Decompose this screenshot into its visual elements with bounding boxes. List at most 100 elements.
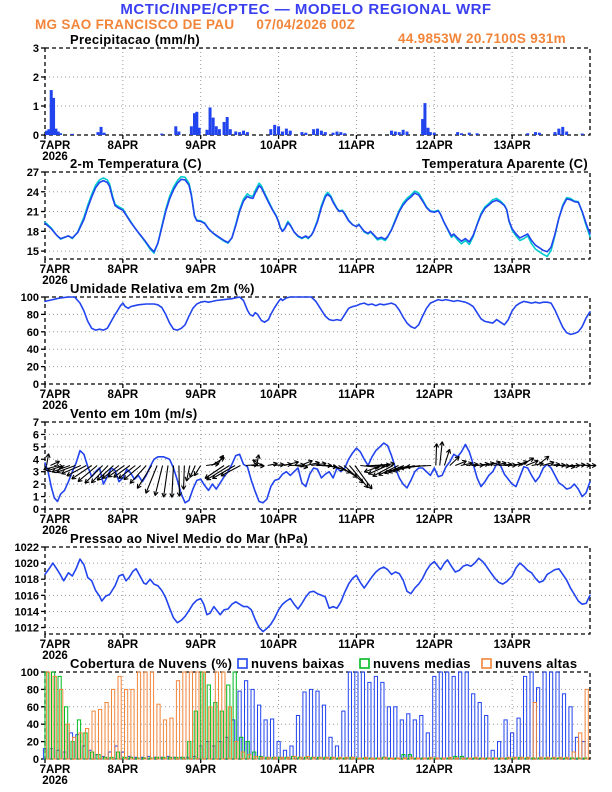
nuvens-xtick: 9APR: [185, 764, 216, 776]
temp-xtick: 11APR: [338, 264, 375, 276]
panel-title-vento: Vento em 10m (m/s): [70, 406, 198, 421]
pressao-xtick: 10APR: [260, 639, 298, 651]
nuvens-plot-frame: [44, 671, 591, 760]
temp-ytick: 21: [27, 207, 39, 219]
vento-ytick: 1: [33, 492, 39, 504]
pressao-nivel-mar-line: [44, 557, 591, 633]
vento-xtick: 8APR: [108, 514, 139, 526]
legend-swatch-nuvens-altas: [481, 658, 492, 669]
umidade-relativa-line: [44, 296, 591, 336]
run-datetime: 07/04/2026 00Z: [256, 17, 356, 32]
nuvens-xtick: 8APR: [108, 764, 139, 776]
temp-ytick: 15: [27, 246, 39, 258]
pressao-xtick: 8APR: [108, 639, 139, 651]
temp-xtick: 9APR: [185, 264, 216, 276]
pressao-xtick: 13APR: [494, 639, 532, 651]
umidade-ytick: 0: [33, 379, 39, 391]
vento-ytick: 7: [33, 417, 39, 429]
pressao-ytick: 1014: [15, 606, 40, 618]
umidade-xtick: 8APR: [108, 389, 139, 401]
pressao-ytick: 1020: [15, 558, 39, 570]
temperatura-2m-line: [44, 178, 591, 253]
temp-plot-frame: [44, 171, 591, 260]
pressao-xtick: 7APR: [40, 639, 71, 651]
temp-xtick: 10APR: [260, 264, 298, 276]
precip-xtick: 9APR: [185, 140, 216, 152]
nuvens-xtick: 10APR: [260, 764, 298, 776]
temp-xtick: 8APR: [108, 264, 139, 276]
umidade-xtick: 12APR: [416, 389, 454, 401]
panel-title-precip: Precipitacao (mm/h): [70, 32, 200, 47]
nuvens-altas-bars: [46, 671, 589, 760]
nuvens-ytick: 60: [27, 702, 39, 714]
pressao-ytick: 1016: [15, 590, 39, 602]
precip-ytick: 2: [33, 72, 39, 84]
vento-ytick: 2: [33, 479, 39, 491]
precip-xtick: 7APR: [40, 140, 71, 152]
nuvens-ytick: 0: [33, 754, 39, 766]
temp-xtick: 13APR: [494, 264, 532, 276]
pressao-plot-frame: [44, 546, 591, 635]
temp-ytick: 24: [27, 187, 40, 199]
legend-swatch-nuvens-medias: [359, 658, 370, 669]
umidade-ytick: 20: [27, 362, 39, 374]
umidade-ytick: 60: [27, 327, 39, 339]
station-run-line: MG SAO FRANCISCO DE PAU 07/04/2026 00Z: [35, 17, 355, 32]
vento-xtick: 13APR: [494, 514, 532, 526]
umidade-xtick: 11APR: [338, 389, 375, 401]
station-coordinates: 44.9853W 20.7100S 931m: [398, 31, 566, 46]
precip-xtick-year: 2026: [42, 151, 68, 163]
umidade-ytick: 80: [27, 309, 39, 321]
pressao-xtick-year: 2026: [42, 650, 68, 662]
umidade-xtick: 9APR: [185, 389, 216, 401]
temp-ytick: 27: [27, 167, 39, 179]
temp-xtick-year: 2026: [42, 275, 68, 287]
temp-xtick: 12APR: [416, 264, 454, 276]
umidade-xtick: 7APR: [40, 389, 71, 401]
panel-right-title-temp: Temperatura Aparente (C): [422, 156, 588, 171]
precip-bars: [45, 90, 584, 135]
temp-ytick: 18: [27, 226, 39, 238]
umidade-ytick: 40: [27, 344, 39, 356]
wind-direction-arrows: [43, 441, 597, 498]
legend-label-nuvens-medias: nuvens medias: [373, 656, 471, 671]
precip-ytick: 0: [33, 130, 39, 142]
precip-xtick: 12APR: [416, 140, 454, 152]
temp-xtick: 7APR: [40, 264, 71, 276]
nuvens-xtick: 7APR: [40, 764, 71, 776]
precip-ytick: 3: [33, 43, 39, 55]
legend-label-nuvens-baixas: nuvens baixas: [251, 656, 345, 671]
nuvens-ytick: 40: [27, 719, 39, 731]
nuvens-xtick-year: 2026: [42, 775, 68, 787]
umidade-xtick: 10APR: [260, 389, 298, 401]
panel-title-umidade: Umidade Relativa em 2m (%): [70, 281, 255, 296]
pressao-xtick: 9APR: [185, 639, 216, 651]
nuvens-xtick: 11APR: [338, 764, 375, 776]
vento-xtick: 11APR: [338, 514, 375, 526]
pressao-ytick: 1022: [15, 542, 39, 554]
precip-xtick: 11APR: [338, 140, 375, 152]
precip-plot-frame: [44, 47, 591, 136]
vento-ytick: 3: [33, 467, 39, 479]
precip-ytick: 1: [33, 101, 39, 113]
nuvens-xtick: 12APR: [416, 764, 454, 776]
nuvens-ytick: 100: [21, 667, 39, 679]
umidade-ytick: 100: [21, 292, 39, 304]
vento-xtick: 7APR: [40, 514, 71, 526]
pressao-ytick: 1012: [15, 623, 39, 635]
nuvens-ytick: 20: [27, 737, 39, 749]
vento-ytick: 5: [33, 442, 39, 454]
panel-title-pressao: Pressao ao Nivel Medio do Mar (hPa): [70, 531, 308, 546]
precip-xtick: 13APR: [494, 140, 532, 152]
station-name: MG SAO FRANCISCO DE PAU: [35, 17, 235, 32]
pressao-xtick: 11APR: [338, 639, 375, 651]
vento-ytick: 4: [33, 454, 40, 466]
velocidade-vento-line: [44, 442, 591, 504]
umidade-plot-frame: [44, 296, 591, 385]
umidade-xtick-year: 2026: [42, 400, 68, 412]
vento-ytick: 0: [33, 504, 39, 516]
model-title: MCTIC/INPE/CPTEC — MODELO REGIONAL WRF: [120, 1, 492, 18]
umidade-xtick: 13APR: [494, 389, 532, 401]
pressao-ytick: 1018: [15, 574, 39, 586]
